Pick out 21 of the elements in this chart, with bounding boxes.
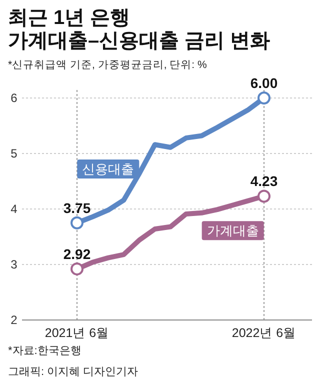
point	[70, 216, 84, 230]
x-tick-label: 2021년 6월	[44, 326, 110, 340]
text: *자료:한국은행	[8, 345, 82, 357]
data-label: 4.23	[250, 173, 278, 190]
y-tick-label: 2	[10, 313, 18, 327]
data-label: 3.75	[63, 200, 91, 216]
x-tick-label: 2022년 6월	[232, 326, 296, 340]
point	[70, 262, 84, 276]
point	[258, 190, 270, 203]
chart-title: 최근 1년 은행 가계대출–신용대출 금리 변화	[8, 7, 270, 52]
y-tick-label: 4	[10, 202, 18, 216]
series-label: 가계대출	[206, 223, 259, 238]
data-label: 2.92	[63, 246, 91, 262]
chart-subtitle: *신규취급액 기준, 가중평균금리, 단위: %	[8, 59, 207, 71]
data-label: 6.00	[250, 75, 278, 91]
point	[258, 92, 270, 104]
series-label: 신용대출	[82, 161, 134, 176]
y-tick-label: 3	[10, 258, 18, 272]
text: 그래픽: 이지혜 디자인기자	[8, 366, 138, 378]
y-tick-label: 5	[10, 146, 18, 160]
y-tick-label: 6	[10, 91, 18, 105]
